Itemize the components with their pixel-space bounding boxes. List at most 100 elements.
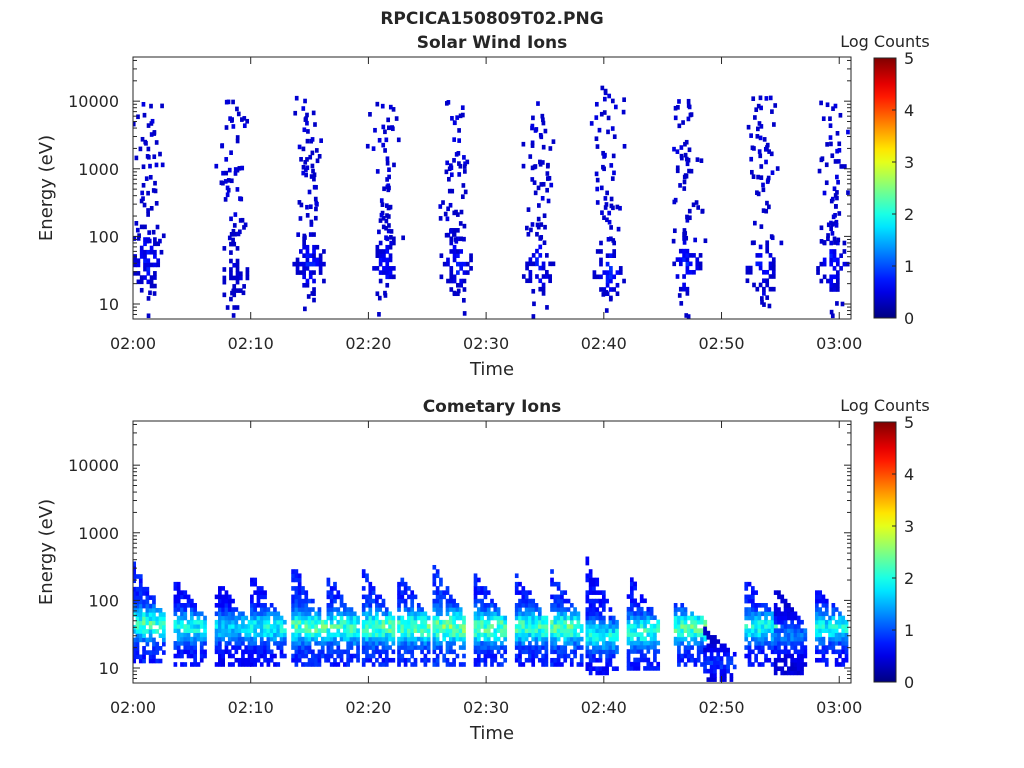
data-cell [244, 662, 249, 667]
data-cell [375, 169, 380, 174]
data-cell [533, 164, 538, 169]
panel-title: Cometary Ions [423, 397, 562, 417]
data-cell [133, 236, 137, 241]
data-cell [410, 590, 415, 595]
data-cell [221, 632, 226, 638]
data-cell [361, 662, 366, 667]
data-cell [368, 645, 373, 650]
data-cell [777, 666, 781, 672]
data-cell [458, 636, 463, 642]
data-cell [796, 628, 801, 633]
heatmap-cells [133, 556, 849, 682]
data-cell [346, 662, 351, 667]
data-cell [803, 636, 808, 642]
data-cell [236, 231, 241, 237]
burst-6 [521, 101, 556, 319]
data-cell [831, 636, 836, 642]
data-cell [305, 157, 309, 162]
data-cell [595, 177, 600, 183]
data-cell [312, 253, 316, 259]
data-cell [312, 232, 316, 237]
data-cell [269, 603, 274, 608]
data-cell [569, 628, 574, 633]
data-cell [371, 641, 376, 646]
data-cell [199, 636, 204, 642]
data-cell [646, 619, 651, 625]
data-cell [146, 279, 151, 285]
data-cell [541, 636, 545, 642]
data-cell [224, 641, 229, 646]
data-cell [455, 611, 460, 617]
data-cell [595, 628, 600, 633]
data-cell [180, 611, 184, 617]
data-cell [244, 649, 249, 655]
data-cell [605, 278, 610, 284]
data-cell [186, 603, 191, 608]
data-cell [432, 607, 437, 612]
data-cell [531, 261, 536, 267]
data-cell [389, 229, 394, 234]
data-cell [459, 261, 464, 267]
data-cell [822, 190, 827, 196]
data-cell [377, 229, 381, 235]
data-cell [388, 624, 392, 629]
data-cell [675, 274, 680, 279]
data-cell [199, 619, 204, 625]
data-cell [790, 607, 794, 612]
data-cell [238, 196, 242, 201]
data-cell [756, 126, 760, 132]
data-cell [528, 598, 532, 604]
data-cell [221, 624, 226, 629]
data-cell [588, 641, 593, 646]
data-cell [452, 662, 456, 667]
data-cell [221, 603, 226, 608]
data-cell [403, 641, 408, 646]
data-cell [598, 624, 603, 629]
data-cell [161, 633, 166, 638]
data-cell [388, 257, 393, 263]
data-cell [595, 641, 600, 646]
data-cell [302, 261, 306, 267]
data-cell [333, 594, 337, 600]
data-cell [696, 657, 701, 663]
data-cell [726, 664, 730, 670]
data-cell [518, 632, 522, 638]
data-cell [796, 653, 801, 659]
data-cell [356, 645, 360, 650]
data-cell [835, 278, 840, 284]
data-cell [822, 274, 827, 280]
data-cell [656, 661, 661, 667]
data-cell [556, 581, 561, 587]
data-cell [594, 115, 599, 120]
data-cell [382, 257, 386, 263]
data-cell [256, 611, 261, 617]
data-cell [626, 623, 631, 629]
data-cell [653, 666, 657, 671]
data-cell [311, 632, 315, 638]
data-cell [612, 287, 617, 292]
data-cell [361, 569, 366, 574]
data-cell [514, 657, 519, 663]
data-cell [145, 586, 150, 592]
data-cell [689, 112, 694, 117]
data-cell [439, 581, 443, 587]
data-cell [490, 653, 494, 659]
data-cell [133, 271, 137, 276]
data-cell [615, 636, 619, 642]
data-cell [777, 657, 781, 663]
data-cell [333, 657, 337, 663]
data-cell [531, 628, 536, 633]
data-cell [449, 172, 454, 178]
data-cell [611, 666, 616, 672]
data-cell [537, 611, 542, 617]
data-cell [314, 662, 318, 667]
data-cell [383, 290, 387, 296]
data-cell [180, 662, 184, 667]
data-cell [685, 214, 689, 220]
data-cell [237, 628, 242, 633]
data-cell [585, 649, 590, 655]
data-cell [237, 632, 242, 638]
data-cell [250, 581, 254, 587]
data-cell [757, 624, 762, 629]
